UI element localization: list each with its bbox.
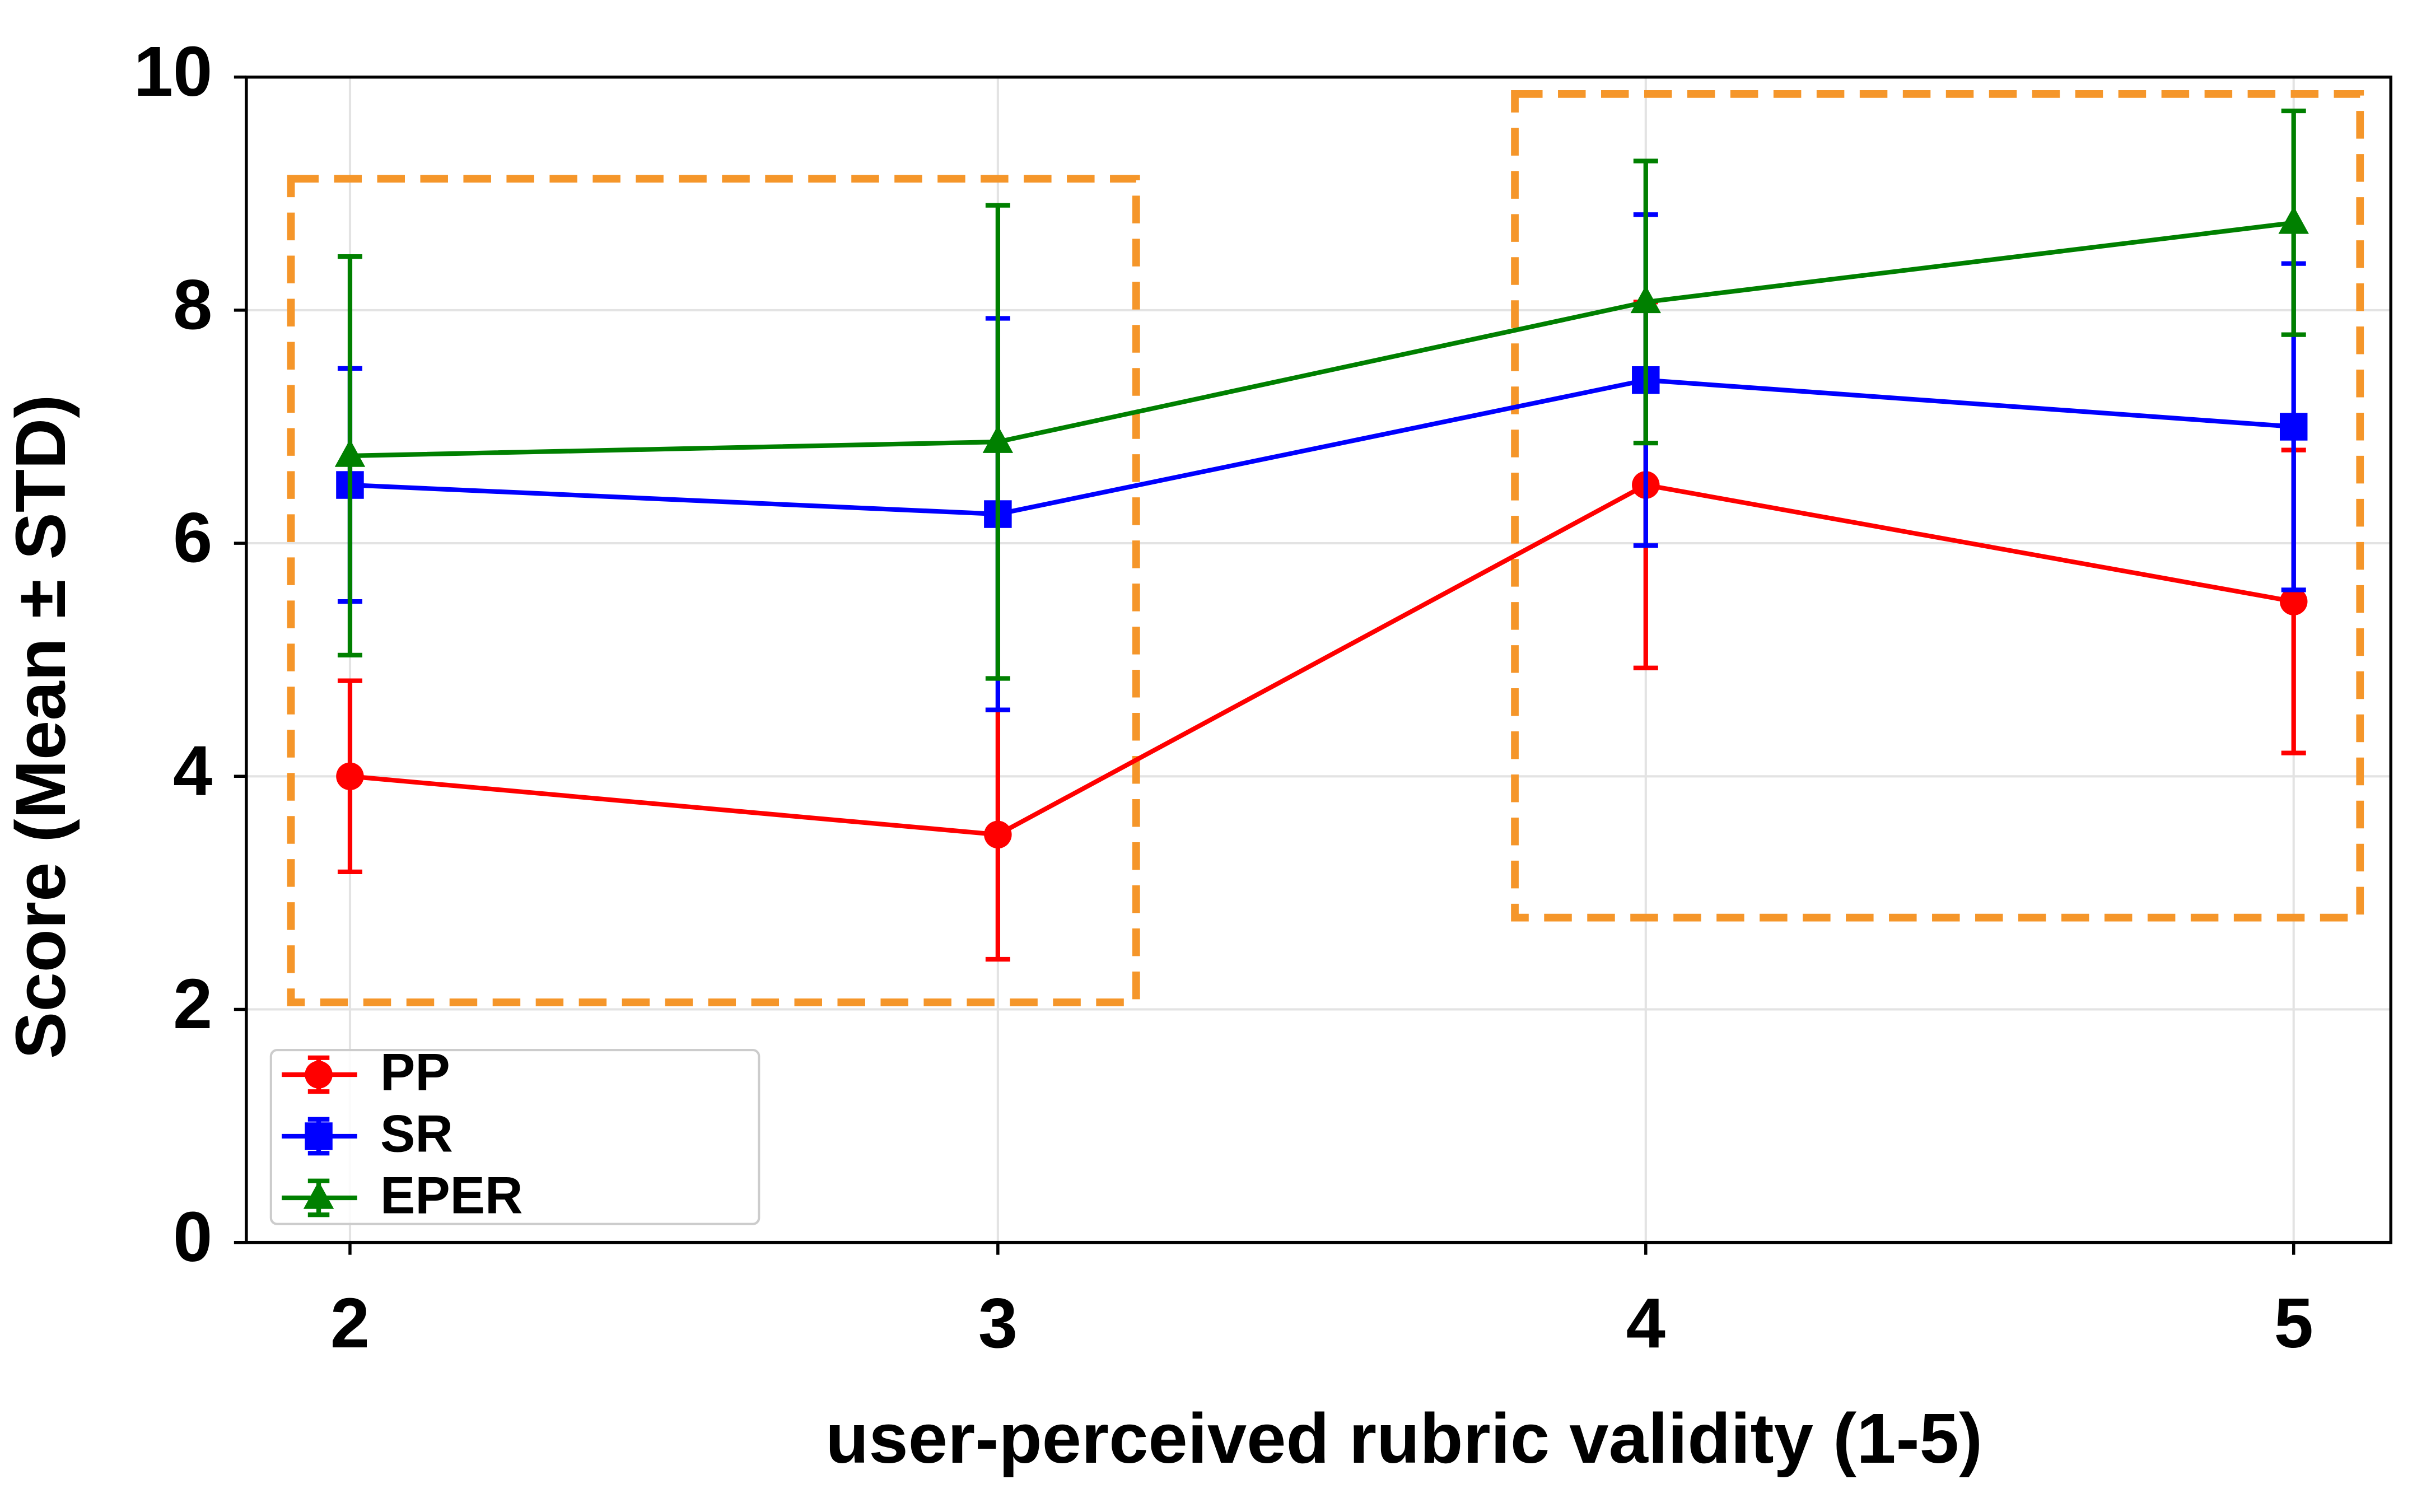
legend-label: PP (380, 1042, 450, 1101)
x-tick-label: 4 (1626, 1284, 1665, 1362)
legend-box (269, 1049, 760, 1225)
marker (984, 820, 1012, 849)
x-tick-label: 2 (330, 1284, 370, 1362)
y-tick-label: 2 (173, 964, 212, 1043)
y-tick-label: 10 (134, 32, 213, 111)
marker (305, 1122, 333, 1150)
highlight-box (1511, 90, 2364, 922)
y-tick-label: 6 (173, 498, 212, 577)
x-tick-label: 3 (978, 1284, 1018, 1362)
marker (334, 439, 366, 467)
x-tick-label: 5 (2274, 1284, 2313, 1362)
marker (982, 425, 1014, 453)
legend-label: EPER (380, 1165, 522, 1224)
y-axis-label: Score (Mean ± STD) (1, 395, 80, 1059)
plot (334, 108, 2309, 962)
highlight-box (287, 175, 1140, 1006)
y-tick-label: 4 (173, 731, 212, 810)
x-axis-label: user-perceived rubric validity (1-5) (825, 1399, 1982, 1478)
y-tick-label: 8 (173, 265, 212, 344)
marker (305, 1061, 333, 1089)
series-line (349, 220, 2294, 459)
y-tick-label: 0 (173, 1197, 212, 1276)
axes-frame (245, 75, 2393, 1244)
marker (1630, 285, 1662, 314)
series-line (349, 377, 2294, 517)
marker (2278, 206, 2309, 234)
marker (2279, 587, 2308, 615)
series-line (349, 482, 2294, 837)
marker (303, 1181, 334, 1209)
legend-label: SR (380, 1104, 453, 1163)
marker (2279, 413, 2308, 441)
marker (336, 762, 364, 791)
